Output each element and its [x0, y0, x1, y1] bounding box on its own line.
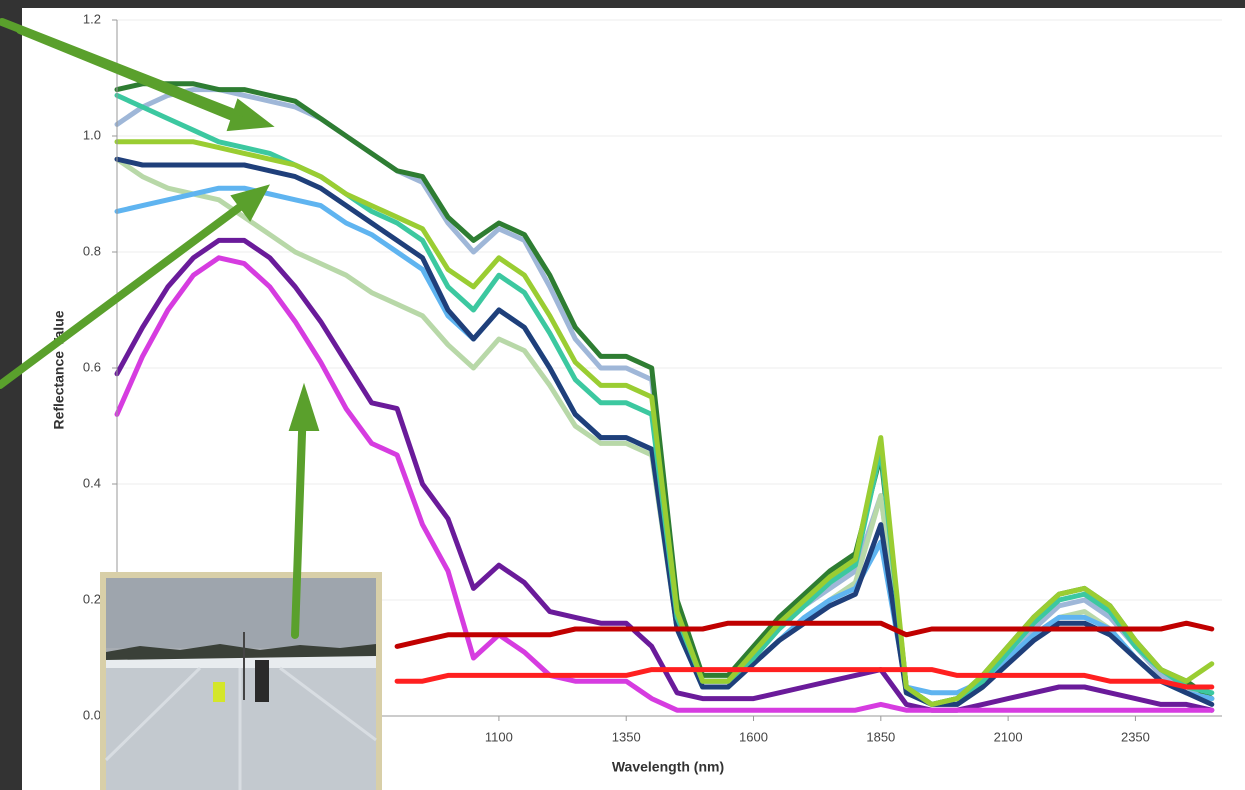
series-line	[394, 620, 1215, 649]
y-tick-label: 0.0	[83, 707, 101, 722]
series-line	[114, 255, 1215, 713]
x-tick-label: 1350	[612, 729, 641, 744]
y-tick-label: 1.0	[83, 127, 101, 142]
series-line	[114, 156, 1215, 707]
photo	[100, 572, 382, 790]
arrows	[0, 18, 320, 639]
y-tick-label: 0.6	[83, 359, 101, 374]
x-tick-label: 1600	[739, 729, 768, 744]
y-tick-label: 1.2	[83, 11, 101, 26]
plot	[112, 19, 1222, 721]
x-tick-label: 1100	[485, 729, 513, 744]
x-tick-label: 2350	[1121, 729, 1150, 744]
series-line	[114, 139, 1215, 707]
series-line	[394, 667, 1215, 690]
x-tick-label: 1850	[866, 729, 895, 744]
x-tick-label: 2100	[994, 729, 1023, 744]
y-tick-label: 0.2	[83, 591, 101, 606]
x-axis-title: Wavelength (nm)	[612, 759, 724, 775]
y-axis-title: Reflectance Value	[51, 310, 67, 429]
labels: Wavelength (nm) Reflectance Value 0.0 0.2…	[51, 11, 1150, 774]
y-tick-label: 0.8	[83, 243, 101, 258]
y-tick-label: 0.4	[83, 475, 101, 490]
